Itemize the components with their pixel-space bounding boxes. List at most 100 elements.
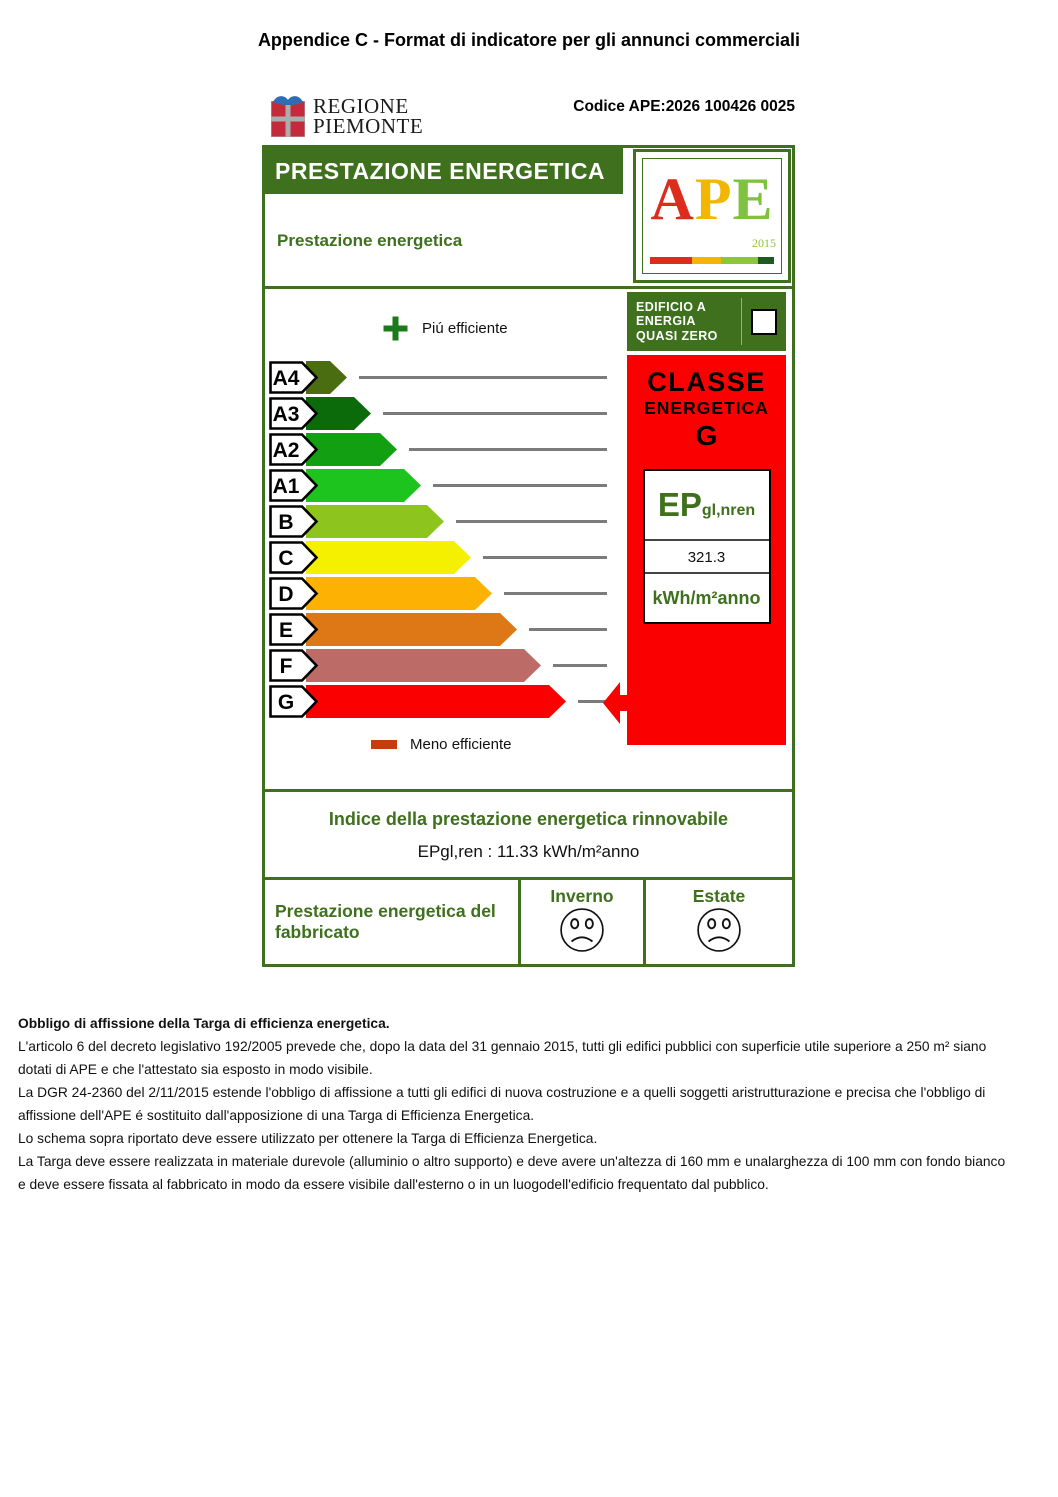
svg-text:B: B — [278, 511, 293, 534]
class-arrow — [306, 649, 541, 682]
ape-year: 2015 — [752, 236, 776, 250]
scale-row: A1 — [269, 469, 607, 502]
nzeb-checkbox[interactable] — [751, 308, 777, 335]
nzeb-badge-label: EDIFICIO A ENERGIA QUASI ZERO — [636, 299, 718, 343]
row-line — [578, 700, 607, 703]
plus-icon — [383, 316, 408, 341]
scale-row: A4 — [269, 361, 607, 394]
codice-ape: Codice APE:2026 100426 0025 — [573, 98, 795, 115]
class-label-box: F — [269, 649, 319, 682]
ape-letter: P — [694, 166, 733, 232]
region-name: REGIONE PIEMONTE — [313, 96, 424, 138]
class-label-box: G — [269, 685, 319, 718]
class-arrow — [306, 613, 517, 646]
scale-row: F — [269, 649, 607, 682]
class-label-box: C — [269, 541, 319, 574]
renewable-value: EPgl,ren : 11.33 kWh/m²anno — [417, 842, 640, 861]
footer-paragraphs: L'articolo 6 del decreto legislativo 192… — [18, 1039, 1006, 1192]
ep-box: EP gl,nren 321.3 kWh/m²anno — [642, 469, 771, 624]
legend-less-label: Meno efficiente — [410, 736, 512, 753]
header-left: PRESTAZIONE ENERGETICA Prestazione energ… — [265, 148, 633, 286]
class-arrow — [306, 505, 444, 538]
svg-text:F: F — [280, 655, 293, 678]
summer-label: Estate — [692, 886, 746, 906]
ape-letter: A — [650, 166, 695, 232]
scale-row: E — [269, 613, 607, 646]
row-line — [383, 412, 607, 415]
class-label-box: A3 — [269, 397, 319, 430]
region-shield-icon — [271, 96, 305, 137]
class-label-box: A1 — [269, 469, 319, 502]
svg-text:A2: A2 — [273, 439, 300, 462]
ape-letters: APE — [643, 161, 781, 237]
class-arrow — [306, 577, 492, 610]
page-title: Appendice C - Format di indicatore per g… — [257, 30, 801, 50]
energetica-title: ENERGETICA — [644, 398, 769, 418]
scale-row: A2 — [269, 433, 607, 466]
sad-face-icon — [697, 908, 741, 952]
ape-bar-segment — [757, 257, 774, 264]
row-line — [529, 628, 607, 631]
region-logo: REGIONE PIEMONTE — [267, 93, 423, 140]
header-title-bar: PRESTAZIONE ENERGETICA — [265, 148, 623, 194]
svg-text:D: D — [278, 583, 293, 606]
ape-bar-segment — [720, 257, 758, 264]
svg-text:C: C — [278, 547, 293, 570]
less-efficient-swatch-icon — [371, 740, 397, 749]
class-arrow — [306, 541, 471, 574]
row-line — [433, 484, 607, 487]
certificate-box: PRESTAZIONE ENERGETICA Prestazione energ… — [262, 145, 795, 967]
class-arrow — [306, 685, 566, 718]
building-performance-label: Prestazione energetica del fabbricato — [265, 880, 521, 964]
section-divider — [265, 286, 792, 289]
ape-letter: E — [732, 166, 774, 232]
ape-bar-segment — [692, 257, 721, 264]
row-line — [409, 448, 607, 451]
ape-bar-segment — [650, 257, 693, 264]
building-performance-row: Prestazione energetica del fabbricato In… — [265, 880, 792, 964]
ape-logo: APE 2015 — [633, 149, 791, 283]
class-arrow — [306, 469, 421, 502]
scale-row: A3 — [269, 397, 607, 430]
certificate-header: PRESTAZIONE ENERGETICA Prestazione energ… — [265, 148, 792, 286]
section-divider — [265, 877, 792, 880]
ep-label-main: EP — [657, 486, 702, 523]
legend-more-label: Piú efficiente — [422, 320, 508, 337]
scale-row: C — [269, 541, 607, 574]
scale-row: B — [269, 505, 607, 538]
svg-text:A1: A1 — [273, 475, 300, 498]
row-line — [456, 520, 607, 523]
region-name-line2: PIEMONTE — [313, 114, 424, 138]
scale-row: D — [269, 577, 607, 610]
sad-face-icon — [560, 908, 604, 952]
svg-text:G: G — [278, 691, 294, 714]
classe-title: CLASSE — [647, 367, 766, 397]
nzeb-checkbox-area — [742, 308, 786, 335]
ep-value: 321.3 — [644, 541, 769, 574]
svg-text:A4: A4 — [273, 367, 300, 390]
section-divider — [265, 789, 792, 792]
logo-row: REGIONE PIEMONTE Codice APE:2026 100426 … — [262, 93, 795, 140]
footer-text-block: Obbligo di affissione della Targa di eff… — [18, 1012, 1042, 1196]
svg-text:A3: A3 — [273, 403, 300, 426]
summer-cell: Estate — [646, 880, 792, 964]
class-label-box: E — [269, 613, 319, 646]
renewable-section: Indice della prestazione energetica rinn… — [265, 792, 792, 877]
header-subtitle: Prestazione energetica — [277, 231, 463, 250]
scale-row: G — [269, 685, 607, 718]
winter-label: Inverno — [550, 886, 614, 906]
ape-logo-inner: APE 2015 — [642, 158, 782, 274]
legend-more-efficient: Piú efficiente — [382, 315, 508, 342]
class-label-box: B — [269, 505, 319, 538]
energy-class-rows: A4 A3 A2 A1 B C D E F G — [269, 361, 607, 721]
energy-class-box: CLASSE ENERGETICA G EP gl,nren 321.3 kWh/… — [627, 355, 786, 745]
ep-unit: kWh/m²anno — [652, 588, 761, 608]
energy-scale-section: Piú efficiente A4 A3 A2 A1 B C D E F G Meno effic… — [265, 289, 792, 789]
ep-label: EP gl,nren — [644, 471, 769, 541]
ep-label-sub: gl,nren — [701, 502, 756, 519]
class-label-box: A2 — [269, 433, 319, 466]
winter-cell: Inverno — [521, 880, 646, 964]
row-line — [553, 664, 607, 667]
class-letter: G — [695, 420, 718, 451]
